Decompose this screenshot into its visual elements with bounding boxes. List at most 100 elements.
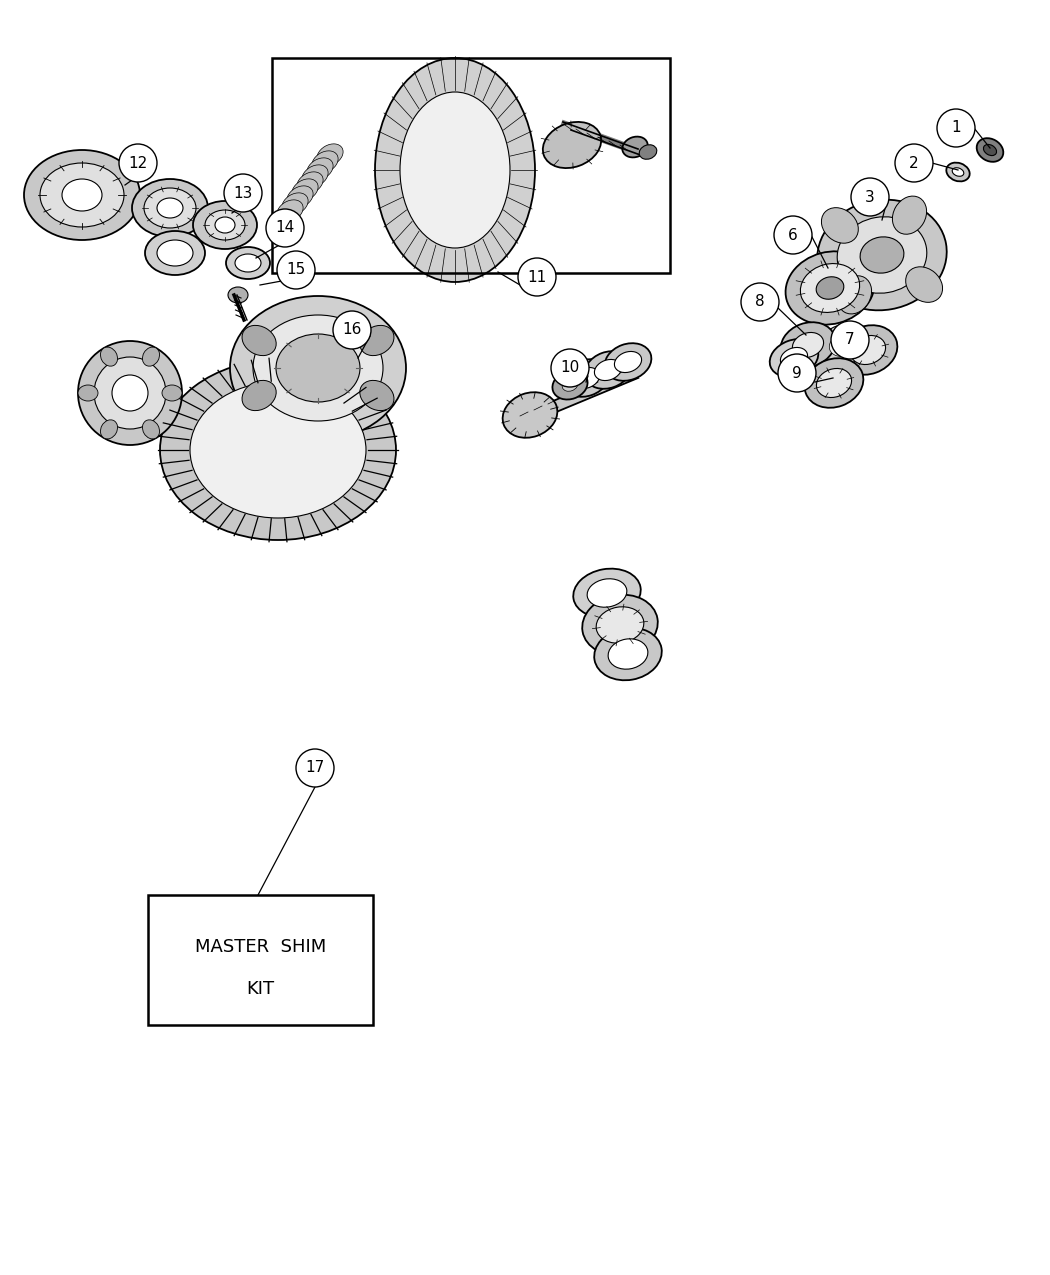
Ellipse shape: [228, 287, 248, 303]
Ellipse shape: [277, 200, 303, 222]
Ellipse shape: [596, 607, 644, 643]
Ellipse shape: [780, 323, 836, 367]
Ellipse shape: [800, 264, 860, 312]
Text: 8: 8: [755, 295, 764, 310]
Ellipse shape: [552, 371, 588, 399]
Ellipse shape: [78, 385, 98, 402]
Circle shape: [296, 748, 334, 787]
Text: MASTER  SHIM: MASTER SHIM: [195, 938, 327, 956]
Ellipse shape: [144, 187, 196, 228]
Ellipse shape: [572, 367, 600, 389]
Ellipse shape: [158, 198, 183, 218]
Circle shape: [333, 311, 371, 349]
Ellipse shape: [101, 419, 118, 439]
Ellipse shape: [162, 385, 182, 402]
Ellipse shape: [287, 186, 313, 208]
Ellipse shape: [215, 217, 235, 233]
Ellipse shape: [132, 179, 208, 237]
Ellipse shape: [143, 347, 160, 366]
Ellipse shape: [292, 179, 318, 201]
Ellipse shape: [821, 208, 858, 244]
Ellipse shape: [205, 210, 245, 240]
Ellipse shape: [770, 339, 818, 377]
Ellipse shape: [573, 569, 640, 617]
Ellipse shape: [112, 375, 148, 411]
Ellipse shape: [850, 335, 885, 365]
Ellipse shape: [946, 163, 970, 181]
Ellipse shape: [785, 251, 875, 325]
Ellipse shape: [543, 122, 602, 168]
Ellipse shape: [360, 380, 394, 411]
Ellipse shape: [312, 150, 338, 173]
Ellipse shape: [816, 277, 844, 300]
Text: 16: 16: [342, 323, 361, 338]
Ellipse shape: [307, 158, 333, 180]
Ellipse shape: [639, 145, 657, 159]
Ellipse shape: [160, 360, 396, 541]
Text: 9: 9: [792, 366, 802, 380]
Ellipse shape: [804, 358, 863, 408]
Circle shape: [778, 354, 816, 391]
Ellipse shape: [94, 357, 166, 428]
Ellipse shape: [817, 368, 852, 398]
Ellipse shape: [585, 351, 631, 389]
Ellipse shape: [837, 217, 927, 293]
Ellipse shape: [281, 193, 308, 215]
Ellipse shape: [608, 639, 648, 669]
Ellipse shape: [242, 380, 276, 411]
Ellipse shape: [302, 164, 328, 187]
Ellipse shape: [906, 266, 943, 302]
Ellipse shape: [563, 360, 609, 397]
Ellipse shape: [594, 360, 622, 380]
Circle shape: [224, 173, 262, 212]
Ellipse shape: [614, 352, 642, 372]
Ellipse shape: [235, 254, 261, 272]
Ellipse shape: [952, 168, 964, 176]
Circle shape: [831, 321, 869, 360]
Ellipse shape: [594, 627, 662, 681]
Circle shape: [895, 144, 933, 182]
Ellipse shape: [605, 343, 651, 381]
Ellipse shape: [190, 382, 366, 518]
Circle shape: [266, 209, 304, 247]
Ellipse shape: [145, 231, 205, 275]
Text: 6: 6: [789, 227, 798, 242]
Ellipse shape: [587, 579, 627, 607]
Circle shape: [741, 283, 779, 321]
Ellipse shape: [780, 348, 807, 368]
Ellipse shape: [860, 237, 904, 273]
Text: 13: 13: [233, 185, 253, 200]
Ellipse shape: [830, 334, 857, 357]
Circle shape: [277, 251, 315, 289]
Ellipse shape: [143, 419, 160, 439]
Ellipse shape: [976, 138, 1004, 162]
Text: 12: 12: [128, 156, 148, 171]
Text: 2: 2: [909, 156, 919, 171]
Circle shape: [937, 108, 975, 147]
Ellipse shape: [582, 594, 657, 655]
Text: 15: 15: [287, 263, 306, 278]
Ellipse shape: [158, 240, 193, 266]
Circle shape: [119, 144, 158, 182]
Ellipse shape: [817, 200, 947, 310]
Ellipse shape: [818, 324, 868, 366]
Ellipse shape: [253, 315, 383, 421]
Ellipse shape: [78, 340, 182, 445]
Text: 11: 11: [527, 269, 547, 284]
Ellipse shape: [839, 325, 898, 375]
Bar: [272, 57, 670, 273]
Ellipse shape: [242, 325, 276, 356]
Ellipse shape: [400, 92, 510, 249]
Polygon shape: [518, 370, 638, 425]
Ellipse shape: [297, 172, 323, 194]
Text: KIT: KIT: [247, 979, 274, 997]
Ellipse shape: [62, 179, 102, 210]
Text: 3: 3: [865, 190, 875, 204]
Circle shape: [551, 349, 589, 388]
Text: 10: 10: [561, 361, 580, 376]
Ellipse shape: [317, 144, 343, 166]
Ellipse shape: [562, 379, 578, 391]
Ellipse shape: [623, 136, 648, 157]
Ellipse shape: [503, 393, 558, 437]
Bar: [148, 895, 373, 1025]
